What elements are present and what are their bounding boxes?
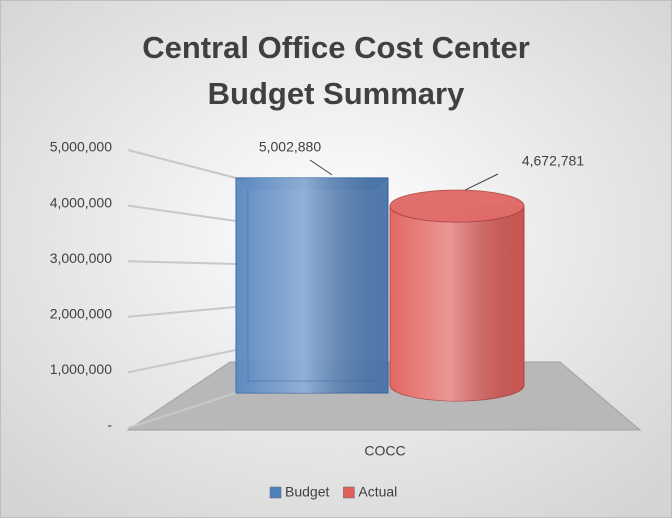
leader-line [464,173,499,191]
data-label: 5,002,880 [259,139,321,155]
grid-line [127,349,237,374]
legend-label: Actual [358,484,397,500]
grid-line [127,149,237,179]
y-tick-label: 4,000,000 [50,194,112,210]
bar-group [235,177,389,394]
leader-line [309,159,333,176]
bar-top [389,189,525,223]
legend-label: Budget [285,484,329,500]
x-tick-label: COCC [364,443,405,459]
y-tick-label: 1,000,000 [50,361,112,377]
bar-shine [236,177,388,393]
bar-group [389,189,525,402]
y-tick-label: 5,000,000 [50,139,112,155]
grid-line [127,204,237,222]
legend-swatch [343,486,355,499]
chart-subtitle: Budget Summary [208,76,465,111]
bar-edge [247,189,376,382]
grid-line [127,392,237,429]
legend-swatch [269,486,282,499]
y-tick-label: 3,000,000 [50,250,112,266]
bar-shine [390,206,524,401]
data-label: 4,672,781 [522,153,584,169]
y-tick-label: 2,000,000 [50,306,112,322]
grid-line [127,260,237,265]
y-tick-label: - [107,417,112,433]
chart-title: Central Office Cost Center [142,30,530,65]
grid-line [127,306,237,318]
